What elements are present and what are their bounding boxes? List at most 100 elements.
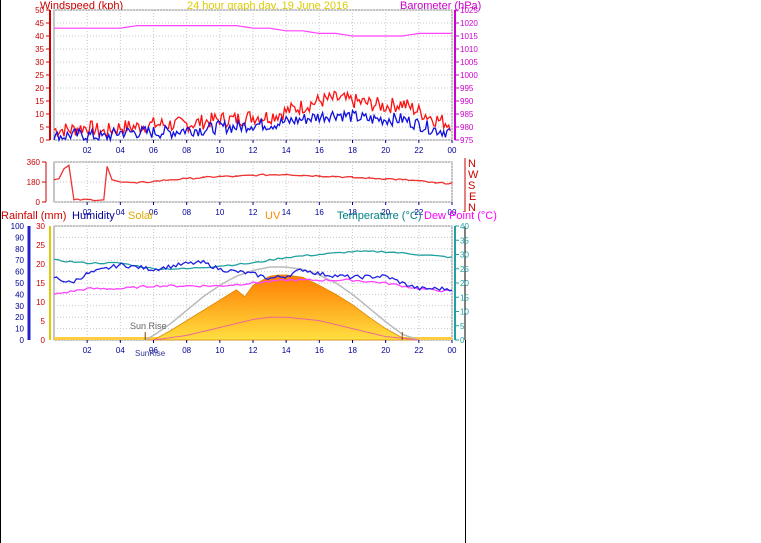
- left-tick-label: 35: [35, 45, 44, 54]
- rain-tick-label: 0: [41, 336, 46, 345]
- gust-line: [53, 90, 451, 138]
- temp-tick-label: 5: [460, 322, 465, 331]
- right-tick-label: 1015: [460, 32, 478, 41]
- x-tick-label: 12: [249, 346, 258, 355]
- x-tick-label: 04: [116, 208, 125, 217]
- humidity-tick-label: 70: [15, 256, 24, 265]
- left-tick-label: 30: [35, 58, 44, 67]
- humidity-tick-label: 40: [15, 290, 24, 299]
- x-tick-label: 16: [315, 146, 324, 155]
- humidity-tick-label: 20: [15, 313, 24, 322]
- graph-title: 24 hour graph day, 19 June 2016: [187, 0, 348, 12]
- temp-tick-label: 0: [460, 336, 465, 345]
- humidity-tick-label: 100: [11, 222, 25, 231]
- humidity-tick-label: 50: [15, 279, 24, 288]
- humidity-tick-label: 90: [15, 233, 24, 242]
- right-tick-label: 1005: [460, 58, 478, 67]
- temp-tick-label: 40: [460, 222, 469, 231]
- wind-direction-chart: 0 180 360 02 04 06 08 10 12 14 16 18 20 22 00: [27, 158, 466, 217]
- rain-tick-label: 20: [36, 260, 45, 269]
- x-tick-label: 02: [83, 346, 92, 355]
- compass-n-bottom: N: [468, 202, 476, 214]
- windspeed-line: [53, 108, 451, 143]
- x-tick-label: 06: [149, 208, 158, 217]
- compass-n-top: N: [468, 158, 476, 170]
- compass-w: W: [468, 169, 479, 181]
- x-tick-label: 18: [348, 146, 357, 155]
- wind-direction-line: [53, 164, 453, 202]
- left-tick-label: 40: [35, 32, 44, 41]
- left-tick-label: 25: [35, 71, 44, 80]
- rain-tick-label: 30: [36, 222, 45, 231]
- x-tick-label: 22: [414, 146, 423, 155]
- wind-barometer-chart: 0510152025303540455097598098599099510001…: [35, 6, 478, 155]
- x-tick-label: 00: [448, 208, 457, 217]
- x-tick-label: 00: [448, 346, 457, 355]
- temp-tick-label: 10: [460, 308, 469, 317]
- x-tick-label: 18: [348, 346, 357, 355]
- x-tick-label: 10: [215, 208, 224, 217]
- rain-tick-label: 10: [36, 298, 45, 307]
- left-tick-label: 0: [40, 136, 45, 145]
- x-tick-label: 14: [282, 146, 291, 155]
- barometer-axis-label: Barometer (hPa): [400, 0, 481, 12]
- legend-dewpoint: Dew Point (°C): [424, 210, 497, 222]
- x-tick-label: 04: [116, 346, 125, 355]
- left-tick-label: 180: [27, 178, 41, 187]
- left-tick-label: 360: [27, 158, 41, 167]
- left-tick-label: 45: [35, 19, 44, 28]
- humidity-tick-label: 10: [15, 325, 24, 334]
- rain-tick-label: 25: [36, 241, 45, 250]
- humidity-line: [53, 259, 453, 292]
- right-tick-label: 985: [460, 110, 474, 119]
- humidity-tick-label: 30: [15, 302, 24, 311]
- right-tick-label: 1025: [460, 6, 478, 15]
- temp-tick-label: 15: [460, 293, 469, 302]
- x-tick-label: 16: [315, 346, 324, 355]
- x-tick-label: 18: [348, 208, 357, 217]
- left-tick-label: 5: [40, 123, 45, 132]
- barometer-line: [54, 25, 452, 37]
- x-tick-label: 12: [249, 146, 258, 155]
- temp-tick-label: 35: [460, 236, 469, 245]
- right-tick-label: 995: [460, 84, 474, 93]
- uv-line: [153, 316, 419, 341]
- dewpoint-line: [53, 278, 453, 296]
- humidity-tick-label: 80: [15, 245, 24, 254]
- left-tick-label: 20: [35, 84, 44, 93]
- legend-rainfall: Rainfall (mm): [1, 210, 66, 222]
- rain-tick-label: 5: [41, 317, 46, 326]
- left-tick-label: 15: [35, 97, 44, 106]
- x-tick-label: 08: [182, 146, 191, 155]
- x-tick-label: 08: [182, 346, 191, 355]
- legend-uv: UV: [265, 210, 281, 222]
- sunrise-label: Sun Rise: [130, 321, 167, 331]
- right-tick-label: 1020: [460, 19, 478, 28]
- x-tick-label: 20: [381, 208, 390, 217]
- x-tick-label: 14: [282, 208, 291, 217]
- left-tick-label: 0: [36, 198, 41, 207]
- humidity-tick-label: 0: [20, 336, 25, 345]
- windspeed-axis-label: Windspeed (kph): [40, 0, 123, 12]
- left-tick-label: 50: [35, 6, 44, 15]
- compass-e: E: [469, 191, 476, 203]
- x-tick-label: 10: [215, 346, 224, 355]
- x-tick-label: 16: [315, 208, 324, 217]
- x-tick-label: 06: [149, 146, 158, 155]
- rain-tick-label: 15: [36, 279, 45, 288]
- x-tick-label: 20: [381, 346, 390, 355]
- x-tick-label: 02: [83, 208, 92, 217]
- x-tick-label: 22: [414, 208, 423, 217]
- right-tick-label: 975: [460, 136, 474, 145]
- x-tick-label: 00: [448, 146, 457, 155]
- right-tick-label: 980: [460, 123, 474, 132]
- legend-temperature: Temperature (°C): [337, 210, 421, 222]
- left-tick-label: 10: [35, 110, 44, 119]
- right-tick-label: 1000: [460, 71, 478, 80]
- temp-humidity-solar-chart: 0102030405060708090100051015202530051015…: [11, 222, 470, 355]
- x-tick-label: 14: [282, 346, 291, 355]
- compass-s: S: [468, 180, 475, 192]
- x-tick-label: 22: [414, 346, 423, 355]
- temp-tick-label: 30: [460, 251, 469, 260]
